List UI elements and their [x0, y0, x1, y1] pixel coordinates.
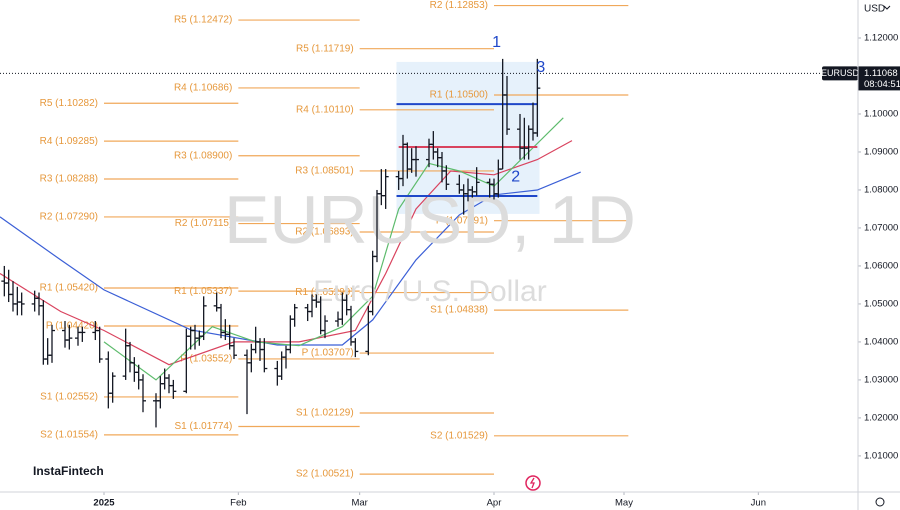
- pivot-label: P (1.03552): [180, 354, 232, 365]
- x-tick-label: 2025: [93, 498, 115, 509]
- brand: InstaFintech: [33, 464, 104, 478]
- settings-icon[interactable]: [875, 497, 885, 507]
- pivot-label: R2 (1.07115): [175, 218, 233, 229]
- pivot-label: R2 (1.06893): [295, 227, 353, 238]
- pivot-label: S1 (1.02129): [296, 408, 354, 419]
- y-tick-label: 1.04000: [864, 336, 898, 347]
- moving-average: [0, 171, 581, 346]
- pivot-label: R1 (1.05299): [295, 287, 353, 298]
- lightning-bolt: [529, 477, 535, 489]
- pivot-label: R5 (1.12472): [174, 15, 232, 26]
- x-tick-label: Jun: [751, 498, 766, 509]
- pivot-label: R3 (1.08288): [40, 174, 98, 185]
- moving-average: [0, 140, 573, 366]
- y-tick-label: 1.08000: [864, 184, 898, 195]
- price-tag: [858, 66, 900, 91]
- pivot-label: R5 (1.11719): [296, 43, 354, 54]
- pivot-label: S2 (1.01529): [430, 430, 488, 441]
- pivot-label: R1 (1.05420): [40, 283, 98, 294]
- pivot-label: R4 (1.10686): [174, 83, 232, 94]
- price-tag-countdown: 08:04:51: [864, 79, 900, 90]
- y-tick-label: 1.02000: [864, 412, 898, 423]
- y-tick-label: 1.10000: [864, 108, 898, 119]
- pivot-label: P (1.04420): [46, 321, 98, 332]
- x-tick-label: Apr: [487, 498, 502, 509]
- currency: USD: [864, 4, 885, 15]
- pivot-label: R4 (1.10110): [296, 104, 354, 115]
- symbol-tag-text: EURUSD: [821, 68, 860, 78]
- pivot-label: R5 (1.10282): [40, 98, 98, 109]
- y-tick-label: 1.03000: [864, 374, 898, 385]
- back-layer: R5 (1.10282) R4 (1.09285) R3 (1.08288) R2 (…: [0, 0, 629, 480]
- y-tick-label: 1.01000: [864, 450, 898, 461]
- pivot-label: P (1.07191): [436, 215, 488, 226]
- x-tick-label: May: [615, 498, 633, 509]
- pivot-label: R1 (1.05337): [174, 286, 232, 297]
- pivot-label: R3 (1.08501): [295, 166, 353, 177]
- pivot-label: S1 (1.04838): [430, 305, 488, 316]
- symbol-tag: [822, 66, 858, 81]
- y-tick-label: 1.05000: [864, 298, 898, 309]
- pivot-label: R1 (1.10500): [430, 90, 488, 101]
- lightning-icon[interactable]: [525, 475, 541, 491]
- pivot-label: S1 (1.01774): [175, 421, 233, 432]
- pivot-label: R2 (1.12853): [430, 0, 488, 11]
- price-tag-value: 1.11068: [864, 68, 898, 79]
- currency-caret: [883, 5, 891, 10]
- pivot-label: R4 (1.09285): [40, 136, 98, 147]
- wave-label: 1: [492, 34, 501, 51]
- y-tick-label: 1.09000: [864, 146, 898, 157]
- pivot-label: R2 (1.07290): [40, 212, 98, 223]
- front-layer: 1.01000 1.02000 1.03000 1.04000 1.05000 1.060…: [0, 33, 900, 509]
- y-tick-label: 1.06000: [864, 260, 898, 271]
- x-tick-label: Feb: [230, 498, 246, 509]
- pivot-label: S2 (1.01554): [40, 430, 98, 441]
- wave-label: 2: [511, 168, 520, 185]
- pivot-label: R3 (1.08900): [174, 150, 232, 161]
- y-tick-label: 1.07000: [864, 222, 898, 233]
- y-tick-label: 1.12000: [864, 33, 898, 44]
- watermark-symbol: EURUSD, 1D: [224, 182, 636, 258]
- pivot-label: S1 (1.02552): [40, 392, 98, 403]
- watermark-description: Euro / U.S. Dollar: [313, 275, 546, 308]
- x-tick-label: Mar: [351, 498, 367, 509]
- brand-box: [24, 456, 122, 488]
- pivot-label: P (1.03707): [302, 348, 354, 359]
- wave-label: 3: [536, 59, 545, 76]
- pivot-label: S2 (1.00521): [296, 469, 354, 480]
